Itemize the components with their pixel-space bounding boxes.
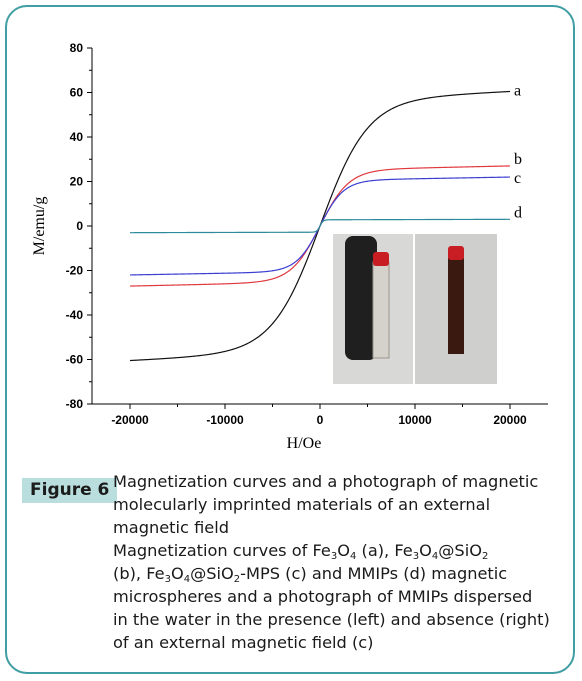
x-tick-label: 0: [317, 413, 324, 427]
caption-text: Magnetization curves and a photograph of…: [113, 470, 553, 654]
y-tick-label: -20: [66, 264, 84, 278]
caption-line: of an external magnetic field (c): [113, 633, 374, 652]
series-c-label: c: [514, 170, 521, 187]
vial-left: [372, 261, 390, 359]
vial-right-cap: [448, 246, 464, 260]
chart-labels: a bcd: [514, 82, 522, 221]
caption-line: microspheres and a photograph of MMIPs d…: [113, 587, 533, 606]
y-tick-label: -80: [66, 397, 84, 411]
chart-series: [129, 90, 511, 362]
magnet: [345, 236, 377, 360]
inset-photograph: [333, 234, 497, 384]
y-tick-label: -60: [66, 353, 84, 367]
caption-line: (b), Fe3O4@SiO2-MPS (c) and MMIPs (d) ma…: [113, 564, 508, 585]
x-tick-label: 10000: [398, 413, 432, 427]
magnetization-chart: 80 60 40 20 0 -20 -40 -60 -80 -20000 -10000 0 10000 2…: [31, 41, 548, 452]
x-tick-label: -20000: [111, 413, 149, 427]
y-tick-label: 80: [70, 41, 84, 55]
series-d-label: d: [514, 204, 522, 221]
chart-axes: 80 60 40 20 0 -20 -40 -60 -80 -20000 -10000 0 10000 2…: [31, 41, 548, 452]
caption-line: Magnetization curves and a photograph of…: [113, 472, 539, 491]
x-tick-label: -10000: [206, 413, 244, 427]
series-b-label: b: [514, 151, 522, 168]
figure-badge: Figure 6: [22, 478, 118, 503]
vial-left-cap: [373, 252, 389, 266]
y-tick-label: 60: [70, 86, 84, 100]
y-axis-label: M/emu/g: [31, 197, 48, 256]
caption-line: magnetic field: [113, 518, 229, 537]
y-tick-label: 40: [70, 130, 84, 144]
caption-line: molecularly imprinted materials of an ex…: [113, 495, 491, 514]
y-tick-label: -40: [66, 308, 84, 322]
series-d-line: [130, 218, 511, 234]
caption-line: Magnetization curves of Fe3O4 (a), Fe3O4…: [113, 541, 489, 562]
x-tick-label: 20000: [493, 413, 527, 427]
vial-right: [448, 258, 464, 354]
caption-line: in the water in the presence (left) and …: [113, 610, 550, 629]
x-axis-label: H/Oe: [287, 435, 322, 452]
y-tick-label: 0: [76, 219, 83, 233]
series-a-label: a: [514, 82, 521, 99]
y-tick-label: 20: [70, 175, 84, 189]
